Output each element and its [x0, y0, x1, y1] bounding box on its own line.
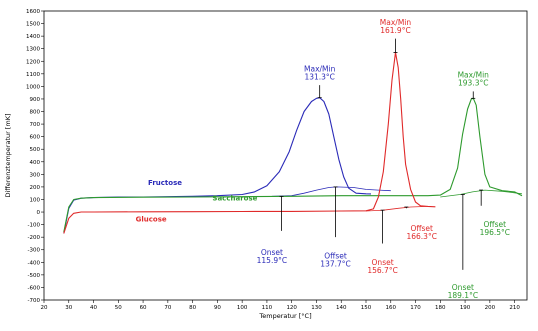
x-tick-label: 100	[237, 305, 248, 311]
fructose-baseline	[271, 186, 391, 197]
x-tick-label: 190	[460, 305, 471, 311]
annotation-text: Max/Min 131.3°C	[304, 64, 336, 81]
x-tick-label: 20	[41, 305, 48, 311]
annotation-glu-onset: Onset 156.7°C	[367, 209, 398, 275]
x-axis-title: Temperatur [°C]	[258, 312, 311, 320]
annotation-line: 166.3°C	[406, 232, 436, 241]
y-tick-label: 1400	[26, 34, 40, 40]
x-tick-label: 90	[214, 305, 221, 311]
annotation-line: 115.9°C	[257, 256, 287, 265]
annotation-text: Onset 156.7°C	[367, 258, 397, 275]
y-tick-label: -300	[28, 248, 41, 254]
annotation-line: Offset	[484, 220, 507, 229]
y-tick-label: 1300	[26, 47, 40, 53]
annotation-text: Max/Min 193.3°C	[458, 71, 490, 88]
annotation-line: Offset	[410, 224, 433, 233]
y-tick-label: 600	[30, 135, 41, 141]
y-tick-label: -100	[28, 223, 41, 229]
annotation-line: 196.5°C	[480, 228, 510, 237]
glucose-curve	[63, 51, 436, 234]
annotation-line: Onset	[261, 248, 283, 257]
series-group	[63, 51, 523, 234]
annotation-line: 156.7°C	[367, 266, 397, 275]
glucose-baseline	[365, 206, 428, 212]
x-tick-label: 140	[336, 305, 347, 311]
annotation-text: Onset 189.1°C	[448, 283, 478, 300]
annotation-line: 137.7°C	[320, 260, 350, 269]
saccharose-baseline	[440, 189, 523, 198]
y-tick-label: -600	[28, 285, 41, 291]
x-tick-label: 110	[262, 305, 273, 311]
plot-frame	[43, 10, 528, 301]
y-tick-label: 1200	[26, 59, 40, 65]
annotation-line: 189.1°C	[448, 291, 478, 300]
y-tick-label: -200	[28, 235, 41, 241]
y-axis-title: Differenztemperatur [mK]	[4, 113, 12, 197]
y-tick-label: -700	[28, 298, 41, 304]
annotation-line: 193.3°C	[458, 79, 488, 88]
annotation-text: Offset 137.7°C	[320, 252, 350, 269]
y-tick-label: 1500	[26, 22, 40, 28]
y-tick-label: 1100	[26, 72, 40, 78]
annotation-text: Offset 166.3°C	[406, 224, 436, 241]
y-tick-label: -500	[28, 273, 41, 279]
annotation-text: Max/Min 161.9°C	[380, 18, 412, 35]
saccharose-label: Saccharose	[212, 195, 257, 203]
annotation-line: Offset	[324, 252, 347, 261]
x-tick-label: 60	[140, 305, 147, 311]
annotation-fru-max: Max/Min 131.3°C	[304, 64, 336, 99]
x-tick-label: 180	[435, 305, 446, 311]
annotation-glu-offset: Offset 166.3°C	[404, 206, 437, 241]
x-tick-label: 40	[90, 305, 97, 311]
annotation-line: 161.9°C	[380, 26, 410, 35]
annotation-text: Onset 115.9°C	[257, 248, 287, 265]
annotation-line: Max/Min	[304, 64, 336, 73]
annotation-text: Offset 196.5°C	[480, 220, 510, 237]
annotation-sac-max: Max/Min 193.3°C	[458, 71, 490, 99]
series-labels: Fructose Saccharose Glucose	[136, 179, 258, 223]
y-tick-label: 200	[30, 185, 41, 191]
y-tick-label: 1000	[26, 84, 40, 90]
annotation-fru-offset: Offset 137.7°C	[320, 186, 351, 269]
annotation-sac-onset: Onset 189.1°C	[448, 194, 478, 300]
annotation-glu-max: Max/Min 161.9°C	[380, 18, 412, 53]
y-tick-label: 100	[30, 197, 41, 203]
x-tick-label: 170	[410, 305, 421, 311]
annotation-line: Onset	[452, 283, 474, 292]
annotation-line: Max/Min	[380, 18, 412, 27]
x-tick-label: 150	[361, 305, 372, 311]
x-tick-label: 30	[65, 305, 72, 311]
y-tick-label: 800	[30, 110, 41, 116]
annotation-line: 131.3°C	[304, 72, 334, 81]
y-tick-label: 1600	[26, 9, 40, 15]
y-tick-label: -400	[28, 260, 41, 266]
annotation-fru-onset: Onset 115.9°C	[257, 195, 287, 265]
annotation-line: Max/Min	[458, 71, 490, 80]
y-tick-label: 0	[37, 210, 41, 216]
y-tick-label: 900	[30, 97, 41, 103]
annotation-line: Onset	[372, 258, 394, 267]
fructose-label: Fructose	[148, 179, 182, 187]
baselines	[271, 186, 523, 212]
x-tick-label: 210	[509, 305, 520, 311]
fructose-curve	[63, 97, 372, 234]
y-tick-label: 400	[30, 160, 41, 166]
x-tick-label: 120	[286, 305, 297, 311]
y-tick-label: 700	[30, 122, 41, 128]
x-tick-label: 50	[115, 305, 122, 311]
saccharose-curve	[63, 97, 523, 233]
annotation-sac-offset: Offset 196.5°C	[479, 189, 510, 237]
x-tick-label: 80	[189, 305, 196, 311]
x-tick-label: 70	[164, 305, 171, 311]
y-tick-label: 300	[30, 172, 41, 178]
x-tick-label: 200	[485, 305, 496, 311]
x-tick-label: 130	[311, 305, 322, 311]
y-tick-label: 500	[30, 147, 41, 153]
glucose-label: Glucose	[136, 215, 167, 223]
x-axis: 20 30 40 50 60 70 80 90 100 110 120 130 140 150 160 170…	[41, 300, 520, 311]
y-axis: 1600150014001300120011001000900800700600…	[26, 9, 44, 304]
x-tick-label: 160	[386, 305, 397, 311]
